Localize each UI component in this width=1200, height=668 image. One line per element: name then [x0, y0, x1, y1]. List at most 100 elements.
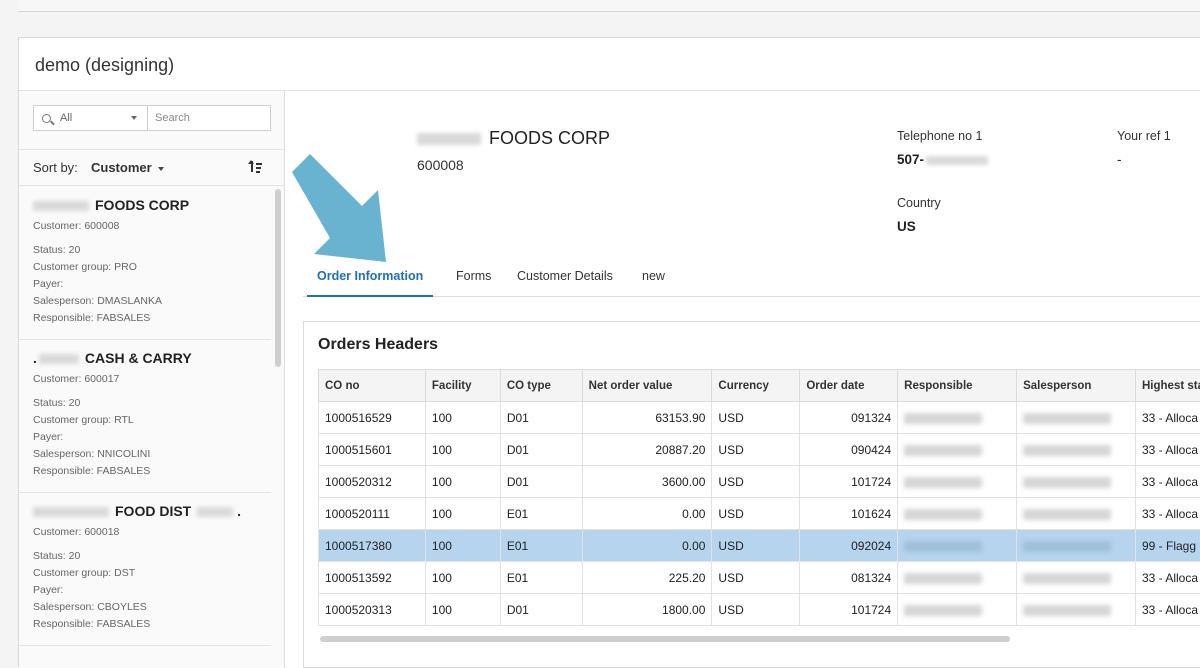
- telephone-label: Telephone no 1: [897, 129, 983, 143]
- customer-list-item[interactable]: FOOD DIST . Customer: 600018 Status: 20 …: [19, 493, 271, 646]
- cell-facility: 100: [425, 498, 500, 530]
- cell-order-date: 101724: [800, 594, 898, 626]
- filter-value: All: [60, 112, 72, 124]
- customer-number: 600008: [417, 157, 464, 173]
- cell-co-no: 1000520313: [319, 594, 426, 626]
- filter-dropdown[interactable]: All: [34, 106, 148, 130]
- cell-net-order-value: 63153.90: [582, 402, 712, 434]
- customer-responsible: Responsible: FABSALES: [33, 618, 150, 630]
- table-row-selected[interactable]: 1000517380 100 E01 0.00 USD 092024 99 - …: [319, 530, 1200, 562]
- cell-net-order-value: 1800.00: [582, 594, 712, 626]
- cell-highest-status: 33 - Alloca: [1136, 594, 1200, 626]
- table-row[interactable]: 1000513592 100 E01 225.20 USD 081324 33 …: [319, 562, 1200, 594]
- sort-dropdown[interactable]: Customer: [91, 160, 152, 175]
- customer-responsible: Responsible: FABSALES: [33, 312, 150, 324]
- customer-name: FOODS CORP: [33, 197, 189, 213]
- search-input[interactable]: Search: [148, 106, 270, 130]
- cell-facility: 100: [425, 434, 500, 466]
- chevron-down-icon[interactable]: [158, 167, 164, 171]
- customer-responsible: Responsible: FABSALES: [33, 465, 150, 477]
- customer-status: Status: 20: [33, 550, 80, 562]
- table-row[interactable]: 1000520313 100 D01 1800.00 USD 101724 33…: [319, 594, 1200, 626]
- table-header-row: CO no Facility CO type Net order value C…: [319, 370, 1200, 402]
- cell-co-no: 1000517380: [319, 530, 426, 562]
- column-header-highest-status[interactable]: Highest sta: [1136, 370, 1200, 402]
- tab-customer-details[interactable]: Customer Details: [517, 269, 613, 297]
- cell-responsible: [898, 498, 1017, 530]
- customer-detail-panel: FOODS CORP 600008 Telephone no 1 507- Yo…: [287, 91, 1200, 668]
- cell-net-order-value: 0.00: [582, 530, 712, 562]
- cell-salesperson: [1017, 402, 1136, 434]
- search-bar: All Search: [33, 105, 271, 131]
- cell-co-no: 1000516529: [319, 402, 426, 434]
- cell-facility: 100: [425, 466, 500, 498]
- tab-order-information[interactable]: Order Information: [307, 269, 433, 297]
- cell-salesperson: [1017, 466, 1136, 498]
- column-header-currency[interactable]: Currency: [712, 370, 800, 402]
- orders-table: CO no Facility CO type Net order value C…: [318, 369, 1200, 626]
- telephone-value: 507-: [897, 152, 988, 167]
- search-icon: [42, 114, 51, 123]
- your-ref-value: -: [1117, 152, 1122, 167]
- cell-salesperson: [1017, 594, 1136, 626]
- column-header-co-type[interactable]: CO type: [500, 370, 582, 402]
- column-header-facility[interactable]: Facility: [425, 370, 500, 402]
- tab-bar: Order Information Forms Customer Details…: [303, 269, 1200, 297]
- table-horizontal-scrollbar[interactable]: [320, 636, 1010, 642]
- column-header-net-order-value[interactable]: Net order value: [582, 370, 712, 402]
- cell-co-no: 1000515601: [319, 434, 426, 466]
- sidebar-scroll-thumb[interactable]: [275, 189, 281, 367]
- cell-currency: USD: [712, 562, 800, 594]
- cell-salesperson: [1017, 434, 1136, 466]
- customer-number: Customer: 600008: [33, 220, 119, 232]
- cell-currency: USD: [712, 434, 800, 466]
- orders-grid: CO no Facility CO type Net order value C…: [318, 369, 1200, 633]
- annotation-arrow-icon: [290, 150, 400, 268]
- cell-responsible: [898, 530, 1017, 562]
- cell-co-type: E01: [500, 498, 582, 530]
- sort-direction-icon[interactable]: [248, 160, 264, 174]
- cell-responsible: [898, 466, 1017, 498]
- customer-payer: Payer:: [33, 278, 63, 290]
- cell-co-type: D01: [500, 466, 582, 498]
- customer-number: Customer: 600018: [33, 526, 119, 538]
- cell-order-date: 092024: [800, 530, 898, 562]
- column-header-responsible[interactable]: Responsible: [898, 370, 1017, 402]
- customer-number: Customer: 600017: [33, 373, 119, 385]
- column-header-order-date[interactable]: Order date: [800, 370, 898, 402]
- cell-co-type: D01: [500, 594, 582, 626]
- customer-list-panel: All Search Sort by: Customer FOODS CORP …: [19, 91, 285, 668]
- cell-co-type: E01: [500, 530, 582, 562]
- table-row[interactable]: 1000520111 100 E01 0.00 USD 101624 33 - …: [319, 498, 1200, 530]
- table-row[interactable]: 1000516529 100 D01 63153.90 USD 091324 3…: [319, 402, 1200, 434]
- app-window: demo (designing) All Search Sort by: Cus…: [18, 37, 1200, 667]
- customer-status: Status: 20: [33, 397, 80, 409]
- cell-facility: 100: [425, 530, 500, 562]
- cell-order-date: 091324: [800, 402, 898, 434]
- customer-group: Customer group: RTL: [33, 414, 134, 426]
- cell-responsible: [898, 594, 1017, 626]
- cell-highest-status: 33 - Alloca: [1136, 434, 1200, 466]
- cell-highest-status: 99 - Flagg: [1136, 530, 1200, 562]
- tab-forms[interactable]: Forms: [456, 269, 491, 297]
- cell-order-date: 081324: [800, 562, 898, 594]
- table-row[interactable]: 1000520312 100 D01 3600.00 USD 101724 33…: [319, 466, 1200, 498]
- cell-order-date: 101724: [800, 466, 898, 498]
- cell-salesperson: [1017, 530, 1136, 562]
- column-header-co-no[interactable]: CO no: [319, 370, 426, 402]
- table-row[interactable]: 1000515601 100 D01 20887.20 USD 090424 3…: [319, 434, 1200, 466]
- search-placeholder: Search: [155, 112, 190, 124]
- cell-currency: USD: [712, 498, 800, 530]
- customer-list-item[interactable]: FOODS CORP Customer: 600008 Status: 20 C…: [19, 187, 271, 340]
- cell-net-order-value: 20887.20: [582, 434, 712, 466]
- country-label: Country: [897, 196, 941, 210]
- customer-list-item[interactable]: .CASH & CARRY Customer: 600017 Status: 2…: [19, 340, 271, 493]
- cell-salesperson: [1017, 498, 1136, 530]
- column-header-salesperson[interactable]: Salesperson: [1017, 370, 1136, 402]
- tab-new[interactable]: new: [642, 269, 665, 297]
- customer-group: Customer group: DST: [33, 567, 135, 579]
- cell-net-order-value: 3600.00: [582, 466, 712, 498]
- cell-currency: USD: [712, 594, 800, 626]
- cell-co-type: E01: [500, 562, 582, 594]
- cell-highest-status: 33 - Alloca: [1136, 562, 1200, 594]
